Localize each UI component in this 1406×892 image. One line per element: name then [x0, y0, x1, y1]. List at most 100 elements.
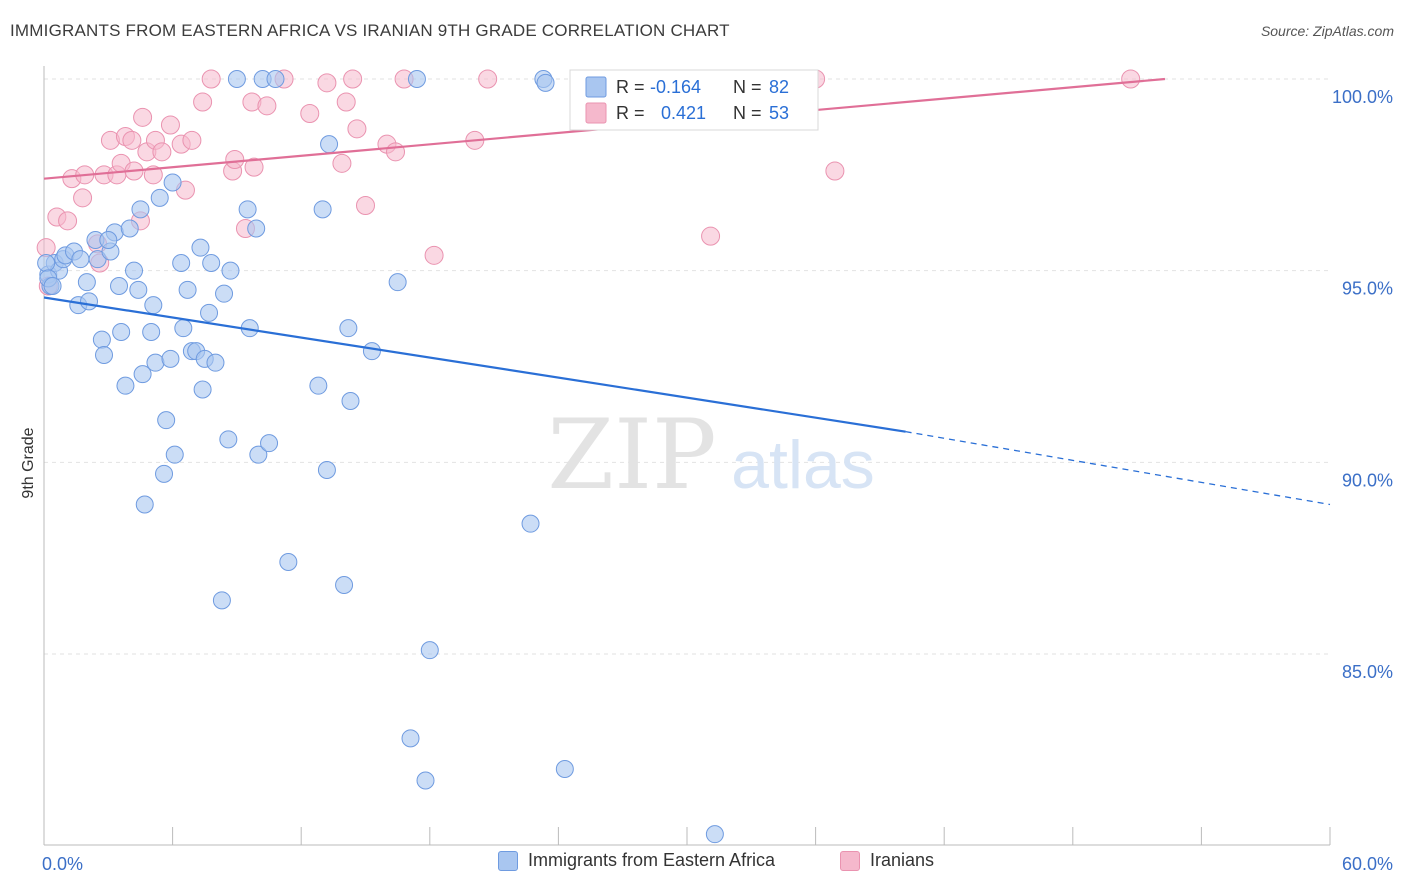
point-iranians-21 [152, 142, 172, 162]
point-iranians-38 [336, 92, 356, 112]
point-iranians-14 [122, 130, 142, 150]
point-eastern-africa-66 [388, 273, 407, 292]
point-eastern-africa-20 [125, 261, 144, 280]
series-eastern-africa-points [37, 70, 724, 844]
point-eastern-africa-23 [133, 365, 152, 384]
point-eastern-africa-69 [416, 771, 435, 790]
point-iranians-27 [201, 69, 221, 89]
legend-label-iranians: Iranians [870, 850, 935, 870]
watermark-zip: ZIP [547, 399, 716, 511]
point-eastern-africa-30 [157, 411, 176, 430]
point-eastern-africa-45 [212, 591, 231, 610]
point-iranians-33 [257, 96, 277, 116]
point-eastern-africa-46 [215, 284, 234, 303]
stats-r-value-blue: -0.164 [650, 77, 701, 97]
point-iranians-51 [825, 161, 845, 181]
point-iranians-5 [73, 188, 93, 208]
point-iranians-25 [182, 130, 202, 150]
point-eastern-africa-8 [77, 273, 96, 292]
bottom-legend: Immigrants from Eastern Africa Iranians [0, 850, 1406, 878]
trend-line-eastern-africa-extension [905, 431, 1331, 506]
point-eastern-africa-44 [206, 353, 225, 372]
point-eastern-africa-68 [407, 70, 426, 88]
point-eastern-africa-74 [555, 760, 574, 778]
point-iranians-17 [133, 107, 153, 127]
point-eastern-africa-73 [536, 73, 555, 92]
point-eastern-africa-33 [165, 445, 184, 464]
point-eastern-africa-22 [131, 200, 150, 219]
point-iranians-37 [332, 153, 352, 173]
point-iranians-0 [36, 238, 56, 258]
point-eastern-africa-65 [362, 342, 381, 361]
stats-r-label-pink: R = [616, 103, 645, 123]
axes [43, 66, 1331, 846]
stats-n-value-pink: 53 [769, 103, 789, 123]
point-eastern-africa-81 [71, 250, 90, 269]
stats-n-label-blue: N = [733, 77, 762, 97]
chart-title: IMMIGRANTS FROM EASTERN AFRICA VS IRANIA… [10, 21, 730, 40]
legend-item-iranians: Iranians [840, 850, 934, 871]
point-eastern-africa-62 [335, 576, 354, 594]
point-eastern-africa-51 [238, 200, 257, 219]
point-eastern-africa-36 [178, 280, 197, 299]
point-iranians-47 [478, 69, 498, 89]
point-eastern-africa-64 [341, 392, 360, 410]
stats-r-label-blue: R = [616, 77, 645, 97]
legend-swatch-blue [498, 850, 518, 871]
point-eastern-africa-39 [191, 238, 210, 257]
point-iranians-35 [300, 104, 320, 123]
y-tick-label-85: 85.0% [1342, 662, 1393, 682]
legend-item-eastern-africa: Immigrants from Eastern Africa [498, 850, 775, 871]
point-eastern-africa-71 [521, 514, 540, 533]
point-eastern-africa-47 [219, 430, 238, 449]
point-eastern-africa-27 [146, 353, 165, 372]
point-eastern-africa-35 [174, 319, 193, 338]
legend-swatch-pink [840, 850, 860, 871]
point-eastern-africa-31 [161, 349, 180, 368]
point-iranians-26 [193, 92, 213, 112]
point-iranians-49 [701, 226, 721, 246]
point-eastern-africa-17 [112, 323, 131, 341]
point-iranians-29 [225, 150, 245, 169]
point-eastern-africa-16 [110, 277, 129, 295]
point-eastern-africa-49 [227, 70, 246, 88]
stats-n-value-blue: 82 [769, 77, 789, 97]
point-eastern-africa-18 [116, 376, 135, 395]
point-iranians-39 [343, 69, 363, 89]
point-iranians-52 [1121, 69, 1141, 89]
y-tick-label-95: 95.0% [1342, 279, 1393, 299]
point-iranians-41 [356, 196, 375, 215]
point-eastern-africa-61 [320, 135, 339, 154]
point-eastern-africa-70 [420, 641, 439, 660]
y-tick-label-100: 100.0% [1332, 87, 1393, 107]
y-axis-label: 9th Grade [20, 427, 37, 498]
point-eastern-africa-63 [339, 319, 358, 338]
point-iranians-3 [58, 211, 78, 231]
point-eastern-africa-77 [37, 254, 56, 272]
point-eastern-africa-32 [163, 173, 182, 192]
point-eastern-africa-55 [260, 434, 279, 453]
point-eastern-africa-25 [142, 323, 161, 341]
point-eastern-africa-13 [95, 346, 114, 364]
trend-line-eastern-africa [43, 296, 906, 433]
stats-legend: R = -0.164 N = 82 R = 0.421 N = 53 [569, 69, 819, 131]
point-iranians-45 [424, 245, 444, 265]
point-eastern-africa-80 [99, 231, 118, 249]
y-tick-label-90: 90.0% [1342, 470, 1393, 490]
point-eastern-africa-40 [193, 380, 212, 399]
point-eastern-africa-59 [313, 200, 332, 219]
stats-r-value-pink: 0.421 [661, 103, 706, 123]
point-eastern-africa-9 [80, 292, 99, 311]
point-eastern-africa-26 [144, 296, 163, 315]
point-eastern-africa-48 [221, 261, 240, 280]
point-eastern-africa-34 [172, 254, 191, 272]
point-eastern-africa-19 [120, 219, 139, 238]
x-tick-label-max: 60.0% [1342, 854, 1393, 874]
point-eastern-africa-28 [150, 188, 169, 207]
stats-legend-swatch-blue [585, 76, 607, 98]
watermark-atlas: atlas [731, 427, 875, 503]
tick-labels: 85.0% 90.0% 95.0% 100.0% 0.0% 60.0% [42, 87, 1393, 874]
point-eastern-africa-56 [266, 70, 285, 88]
point-eastern-africa-60 [317, 461, 336, 479]
point-eastern-africa-57 [279, 553, 298, 571]
